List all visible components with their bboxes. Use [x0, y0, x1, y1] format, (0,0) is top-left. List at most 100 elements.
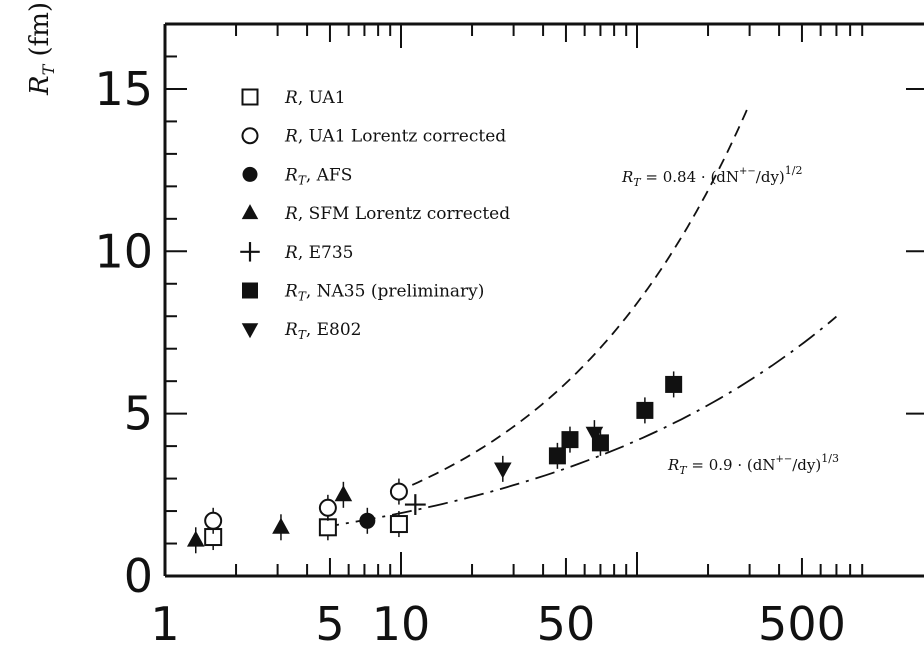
legend-text: , AFS — [306, 165, 353, 185]
anno-sup2: 1/3 — [821, 452, 839, 465]
data-point-s6-p5 — [665, 375, 683, 393]
legend-symbol: R — [284, 243, 298, 263]
legend-text: , NA35 (preliminary) — [306, 282, 485, 302]
data-point-s6-p1 — [548, 447, 566, 465]
square-open-marker — [241, 88, 259, 106]
square-open-marker — [318, 518, 337, 537]
legend-entry-3: RT, AFS — [242, 165, 352, 187]
legend-marker-1 — [241, 88, 259, 106]
legend-text: , SFM Lorentz corrected — [298, 204, 510, 224]
fit-curves — [319, 103, 837, 529]
legend-symbol: R — [284, 204, 298, 224]
y-label-main: R — [25, 75, 55, 96]
legend-symbol: R — [284, 282, 298, 302]
data-point-s4-p1 — [186, 530, 205, 547]
legend-entry-6: RT, NA35 (preliminary) — [242, 282, 484, 304]
circle-filled-marker — [359, 512, 376, 529]
legend-symbol: R — [284, 165, 298, 185]
legend-entry-1: R, UA1 — [241, 88, 346, 108]
legend-entry-5: R, E735 — [240, 242, 353, 263]
legend-symbol-sub: T — [298, 328, 307, 342]
circle-open-marker — [204, 511, 223, 530]
anno-sup2: 1/2 — [785, 164, 803, 177]
y-tick-label: 10 — [94, 224, 153, 278]
x-tick-label: 10 — [372, 597, 431, 647]
legend-symbol-sub: T — [298, 173, 307, 187]
anno-sub: T — [679, 464, 688, 477]
legend-marker-5 — [240, 242, 260, 262]
anno-sup1: +− — [775, 454, 792, 465]
legend-symbol: R — [284, 320, 298, 340]
legend-label-3: RT, AFS — [284, 165, 352, 187]
legend-text: , E802 — [306, 320, 362, 340]
square-filled-marker — [242, 282, 258, 299]
legend-marker-4 — [241, 204, 259, 220]
data-point-s5-p1 — [404, 494, 426, 515]
square-filled-marker — [561, 431, 579, 449]
y-label-unit: (fm) — [25, 2, 55, 65]
legend-entry-2: R, UA1 Lorentz corrected — [241, 127, 506, 147]
anno-main: R — [667, 456, 679, 474]
legend-label-5: R, E735 — [284, 243, 353, 263]
legend-marker-3 — [242, 166, 258, 182]
data-point-s1-p3 — [389, 515, 408, 534]
square-filled-marker — [548, 447, 566, 465]
anno-sup1: +− — [739, 166, 756, 177]
circle-open-marker — [389, 482, 408, 501]
data-point-s4-p2 — [272, 517, 290, 534]
data-point-s7-p1 — [494, 462, 512, 479]
triangle-up-marker — [334, 485, 353, 502]
legend-symbol: R — [284, 88, 298, 108]
data-point-s4-p3 — [334, 485, 353, 502]
x-tick-label: 50 — [537, 597, 596, 647]
y-label-sub: T — [39, 63, 58, 75]
data-point-s1-p2 — [318, 518, 337, 537]
triangle-up-marker — [272, 517, 290, 534]
fit-curve-2 — [319, 315, 837, 529]
y-tick-label: 5 — [124, 387, 153, 441]
anno-sub: T — [633, 176, 642, 189]
curve-annotations: RT = 0.84 · (dN+−/dy)1/2RT = 0.9 · (dN+−… — [621, 164, 839, 477]
legend-label-1: R, UA1 — [284, 88, 346, 108]
data-point-s2-p1 — [204, 511, 223, 530]
data-point-s7-p2 — [585, 426, 604, 443]
anno-main: R — [621, 168, 633, 186]
circle-open-marker — [241, 127, 259, 145]
legend-marker-7 — [241, 323, 259, 339]
legend-symbol: R — [284, 127, 298, 147]
legend-entry-4: R, SFM Lorentz corrected — [241, 204, 510, 224]
triangle-down-marker — [241, 323, 259, 339]
square-filled-marker — [665, 375, 683, 393]
legend-label-6: RT, NA35 (preliminary) — [284, 282, 484, 304]
anno-rest: = 0.9 · (dN — [687, 456, 776, 474]
triangle-down-marker — [494, 462, 512, 479]
triangle-up-marker — [186, 530, 205, 547]
triangle-down-marker — [585, 426, 604, 443]
anno-rest: = 0.84 · (dN — [641, 168, 739, 186]
legend-symbol-sub: T — [298, 290, 307, 304]
anno-rest2: /dy) — [792, 456, 821, 474]
legend-label-7: RT, E802 — [284, 320, 362, 342]
circle-open-marker — [318, 498, 337, 517]
legend-marker-6 — [242, 282, 258, 299]
square-filled-marker — [636, 401, 654, 419]
x-tick-label: 1 — [150, 597, 179, 647]
data-point-s6-p4 — [636, 401, 654, 419]
circle-filled-marker — [242, 166, 258, 182]
legend-label-4: R, SFM Lorentz corrected — [284, 204, 510, 224]
anno-rest2: /dy) — [756, 168, 785, 186]
x-tick-label: 500 — [758, 597, 846, 647]
data-points — [186, 371, 683, 554]
y-axis-label: RT (fm) — [25, 2, 58, 96]
curve-annotation-2: RT = 0.9 · (dN+−/dy)1/3 — [667, 452, 839, 477]
data-point-s2-p3 — [389, 482, 408, 501]
legend-label-2: R, UA1 Lorentz corrected — [284, 127, 506, 147]
square-open-marker — [389, 515, 408, 534]
data-point-s2-p2 — [318, 498, 337, 517]
data-point-s6-p2 — [561, 431, 579, 449]
legend-text: , UA1 Lorentz corrected — [298, 127, 506, 147]
y-tick-label: 15 — [94, 62, 153, 116]
